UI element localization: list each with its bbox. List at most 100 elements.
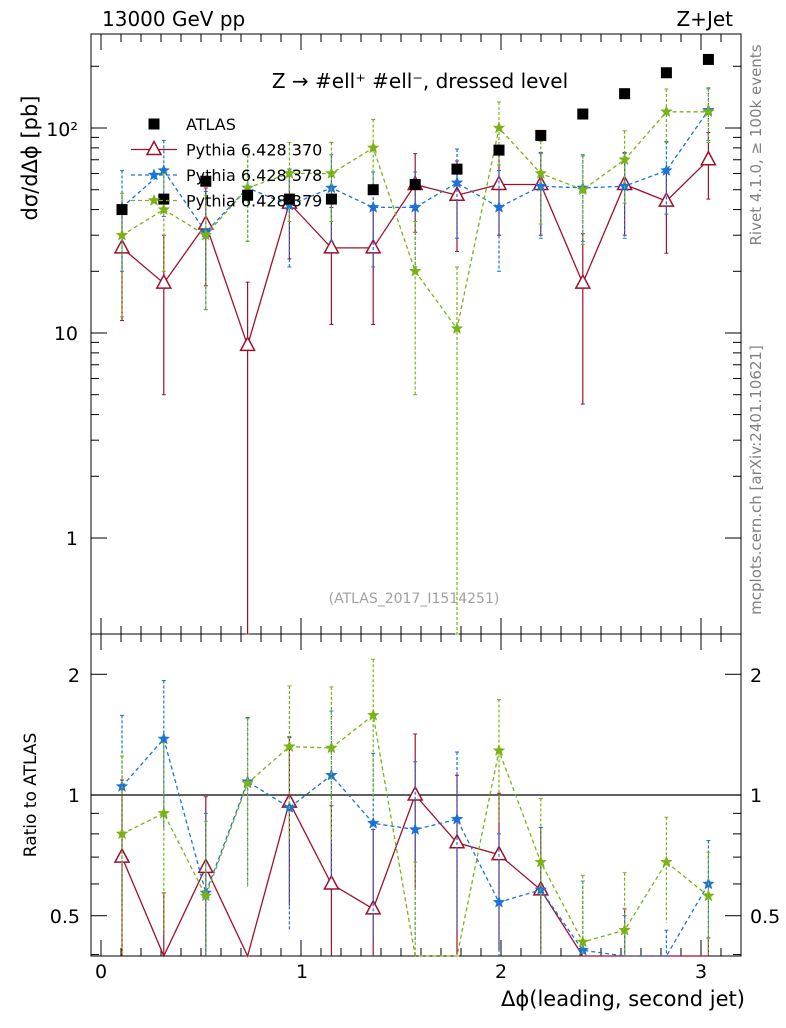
data-point	[157, 202, 171, 215]
data-point	[367, 184, 379, 196]
data-point	[325, 181, 338, 194]
ratio-point	[241, 776, 254, 789]
ratio-point	[366, 816, 380, 829]
data-point	[366, 141, 380, 154]
ratio-point	[364, 899, 382, 915]
ratio-point	[492, 744, 506, 757]
data-point	[619, 88, 631, 100]
data-point	[323, 238, 340, 254]
series-pythia-6-428-379	[115, 88, 715, 957]
ratio-point	[366, 708, 380, 721]
series-line	[121, 109, 709, 234]
data-point	[618, 153, 631, 166]
ratio-tick-label-right-0.5: 0.5	[750, 906, 780, 928]
x-tick-label-0: 0	[95, 961, 107, 983]
data-point	[116, 204, 128, 216]
data-point	[200, 175, 212, 187]
data-point	[700, 150, 717, 166]
main-axis-ticks	[91, 34, 741, 634]
legend-entry: Pythia 6.428 378	[131, 166, 322, 185]
data-point	[577, 108, 589, 120]
data-point	[658, 191, 675, 207]
data-point	[283, 166, 296, 179]
legend-label: Pythia 6.428 370	[186, 141, 322, 160]
legend-label: ATLAS	[186, 115, 236, 134]
ratio-tick-label-right-2: 2	[750, 665, 762, 687]
legend-marker	[145, 139, 163, 156]
ratio-point	[660, 855, 673, 868]
data-point	[451, 163, 463, 175]
legend-label: Pythia 6.428 379	[186, 192, 322, 211]
data-point	[199, 228, 213, 241]
legend-marker	[147, 193, 161, 206]
ratio-tick-label-right-1: 1	[750, 785, 762, 807]
ratio-tick-label-1: 1	[68, 785, 80, 807]
data-point	[325, 166, 338, 179]
ratio-point	[618, 923, 631, 936]
data-point	[492, 200, 506, 213]
legend-entry: Pythia 6.428 370	[131, 139, 322, 160]
data-point	[702, 53, 714, 65]
series-atlas	[116, 53, 714, 216]
x-tick-label-2: 2	[495, 961, 507, 983]
ratio-point	[199, 889, 213, 902]
data-point	[242, 189, 254, 201]
legend-entry: ATLAS	[148, 115, 236, 134]
data-point	[493, 144, 505, 156]
legend-marker	[148, 118, 160, 130]
x-tick-label-3: 3	[695, 961, 707, 983]
ratio-y-axis-label: Ratio to ATLAS	[21, 733, 41, 858]
process-label: Z+Jet	[676, 7, 733, 31]
x-axis-label: Δϕ(leading, second jet)	[501, 987, 745, 1011]
ratio-point	[283, 739, 296, 753]
ratio-point	[325, 741, 338, 754]
data-point	[408, 200, 422, 213]
chart-title: Z → #ell⁺ #ell⁻, dressed level	[272, 69, 568, 93]
data-point	[409, 179, 421, 191]
ratio-series-line	[121, 737, 709, 957]
x-tick-label-1: 1	[296, 961, 308, 983]
data-point	[115, 228, 129, 241]
ratio-point	[157, 732, 171, 745]
legend-marker	[147, 168, 161, 181]
data-point	[576, 182, 590, 196]
ratio-point	[323, 874, 340, 890]
ratio-series-line	[121, 714, 709, 957]
data-point	[408, 264, 422, 277]
data-point	[702, 105, 715, 118]
data-point	[325, 193, 337, 205]
ratio-point	[450, 812, 464, 825]
ratio-point	[576, 935, 590, 948]
ratio-point	[492, 895, 506, 908]
data-point	[492, 121, 506, 134]
ratio-tick-label-0.5: 0.5	[50, 906, 80, 928]
ratio-point	[115, 827, 129, 840]
data-point	[158, 193, 170, 205]
ratio-tick-label-2: 2	[68, 665, 80, 687]
data-point	[660, 67, 672, 79]
data-point	[283, 193, 295, 205]
y-tick-label-100: 10²	[46, 119, 78, 141]
data-point	[155, 273, 173, 289]
data-point	[535, 129, 547, 141]
data-point	[574, 273, 592, 289]
y-tick-label-10: 10	[54, 323, 78, 345]
ratio-point	[534, 855, 548, 868]
series-line	[121, 111, 709, 331]
series-layer	[113, 53, 717, 958]
energy-label: 13000 GeV pp	[102, 7, 245, 31]
mcplots-label: mcplots.cern.ch [arXiv:2401.10621]	[747, 345, 765, 615]
rivet-label: Rivet 4.1.0, ≥ 100k events	[747, 44, 765, 245]
legend-entry: Pythia 6.428 379	[131, 192, 322, 211]
data-point	[366, 200, 380, 213]
legend: ATLAS Pythia 6.428 370 Pythia 6.428 378 Pyt…	[131, 115, 322, 211]
y-axis-label: dσ/dΔϕ [pb]	[18, 96, 42, 221]
ratio-point	[408, 822, 422, 835]
ratio-point	[702, 889, 715, 902]
data-point	[534, 166, 548, 179]
analysis-label: (ATLAS_2017_I1514251)	[329, 591, 500, 607]
data-point	[660, 163, 673, 176]
data-point	[364, 238, 382, 254]
